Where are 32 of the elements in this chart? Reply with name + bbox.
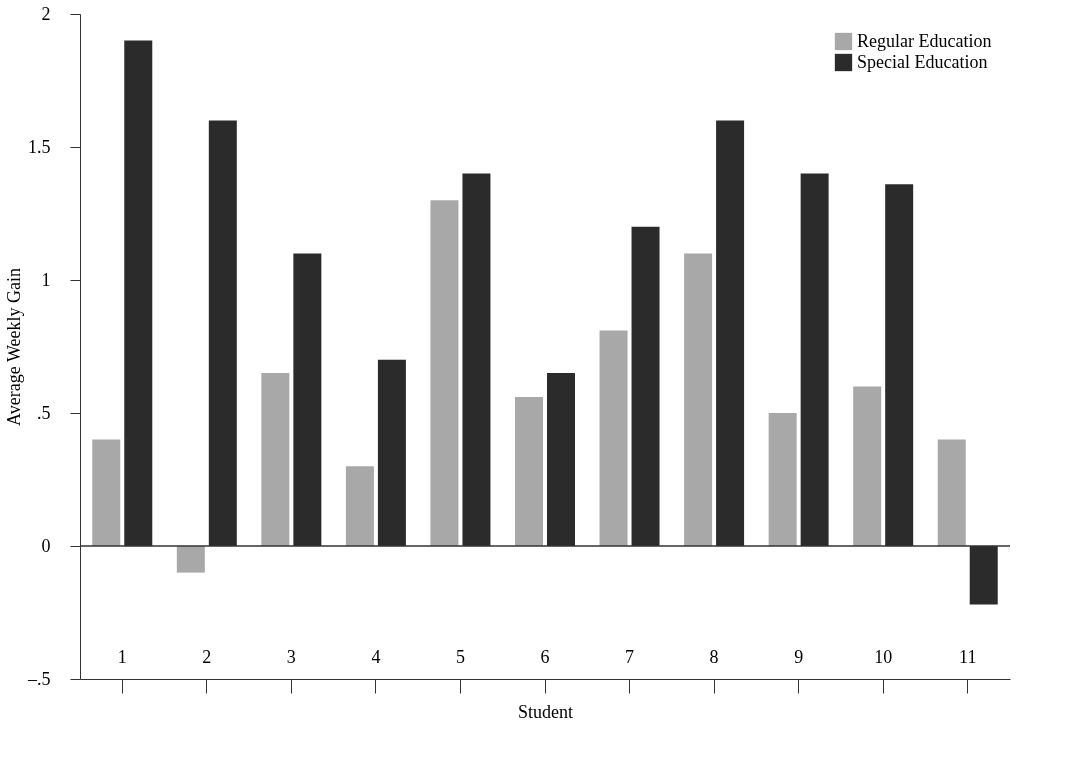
bar xyxy=(515,397,543,546)
bar xyxy=(176,546,205,573)
legend-label: Special Education xyxy=(857,51,988,72)
x-tick-label: 6 xyxy=(540,646,550,667)
bar xyxy=(937,439,966,546)
bar xyxy=(768,413,797,546)
x-tick-label: 11 xyxy=(959,646,977,667)
y-tick-label: .5 xyxy=(37,402,51,423)
bar xyxy=(853,386,882,546)
y-axis-title: Average Weekly Gain xyxy=(4,268,24,426)
x-axis-title: Student xyxy=(517,702,574,722)
x-tick-label: 2 xyxy=(202,646,212,667)
bar xyxy=(684,253,713,546)
y-tick-label: 1 xyxy=(41,269,51,290)
x-tick-label: 4 xyxy=(371,646,381,667)
x-tick-label: 10 xyxy=(874,646,893,667)
x-tick-label: 7 xyxy=(625,646,635,667)
x-tick-label: 9 xyxy=(794,646,804,667)
bar xyxy=(92,439,121,546)
x-tick-label: 8 xyxy=(709,646,719,667)
y-tick-label: 2 xyxy=(41,3,51,24)
bar xyxy=(430,200,459,546)
bar xyxy=(261,373,290,546)
x-tick-label: 5 xyxy=(455,646,465,667)
y-tick-label: –.5 xyxy=(27,668,51,689)
x-tick-label: 1 xyxy=(117,646,127,667)
legend-label: Regular Education xyxy=(857,30,992,51)
y-tick-label: 1.5 xyxy=(28,136,51,157)
bar xyxy=(599,330,628,546)
x-tick-label: 3 xyxy=(286,646,296,667)
bar xyxy=(345,466,374,546)
y-tick-label: 0 xyxy=(41,535,51,556)
